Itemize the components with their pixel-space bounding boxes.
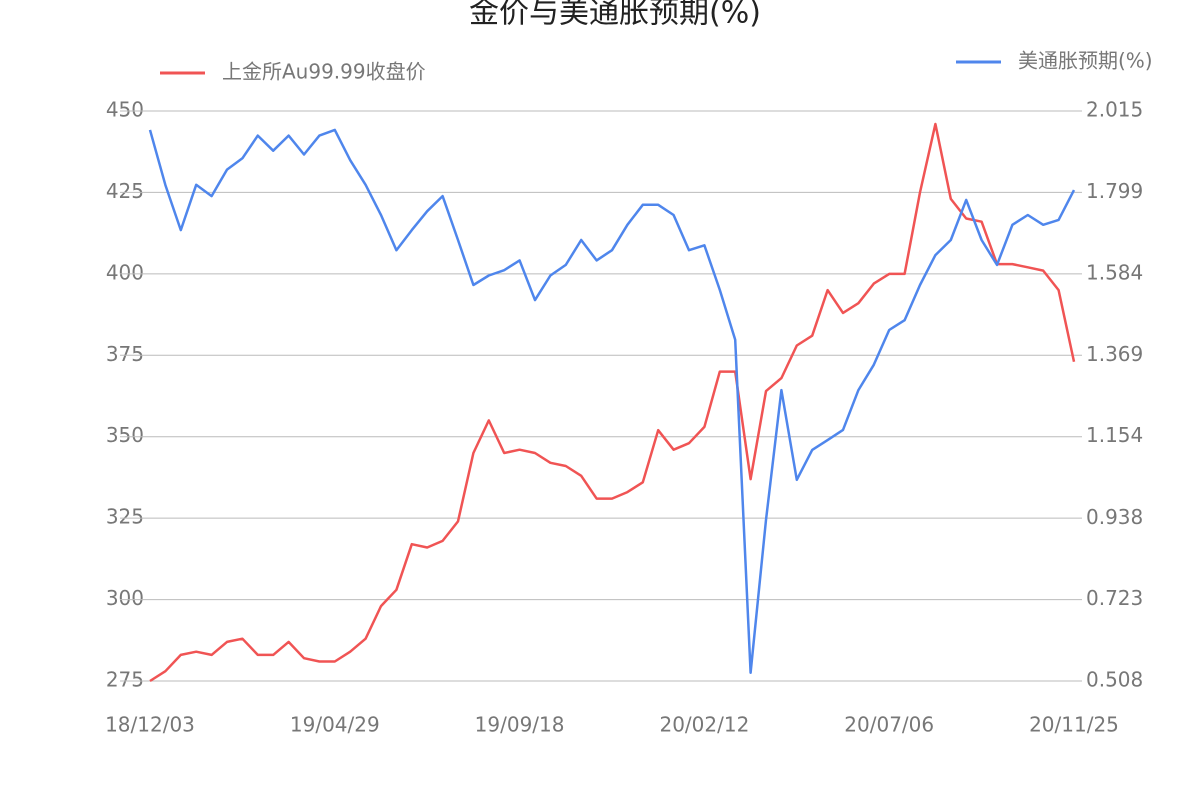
y2-tick-label: 0.938 <box>1086 505 1143 529</box>
y-tick-label: 300 <box>106 586 144 610</box>
y-tick-label: 375 <box>106 342 144 366</box>
chart-title: 金价与美通胀预期(%) <box>469 0 761 31</box>
y2-tick-label: 0.723 <box>1086 586 1143 610</box>
y-tick-label: 425 <box>106 179 144 203</box>
x-tick-label: 18/12/03 <box>105 713 195 737</box>
x-tick-label: 20/07/06 <box>844 713 934 737</box>
line-series <box>149 122 1076 683</box>
x-tick-label: 19/09/18 <box>475 713 565 737</box>
y-tick-label: 350 <box>106 423 144 447</box>
line-series <box>148 128 1076 674</box>
y-tick-label: 450 <box>106 98 144 122</box>
y2-tick-label: 1.369 <box>1086 342 1143 366</box>
y2-tick-label: 1.799 <box>1086 179 1143 203</box>
y-tick-label: 325 <box>106 505 144 529</box>
legend-label: 上金所Au99.99收盘价 <box>222 60 426 84</box>
y2-tick-label: 0.508 <box>1086 668 1143 692</box>
x-tick-label: 20/11/25 <box>1029 713 1119 737</box>
y-tick-label: 400 <box>106 260 144 284</box>
x-tick-label: 20/02/12 <box>659 713 749 737</box>
y2-tick-label: 1.584 <box>1086 261 1143 285</box>
y2-tick-label: 2.015 <box>1086 98 1143 122</box>
y2-tick-label: 1.154 <box>1086 423 1143 447</box>
x-tick-label: 19/04/29 <box>290 713 380 737</box>
legend-label: 美通胀预期(%) <box>1018 49 1153 73</box>
y-tick-label: 275 <box>106 668 144 692</box>
